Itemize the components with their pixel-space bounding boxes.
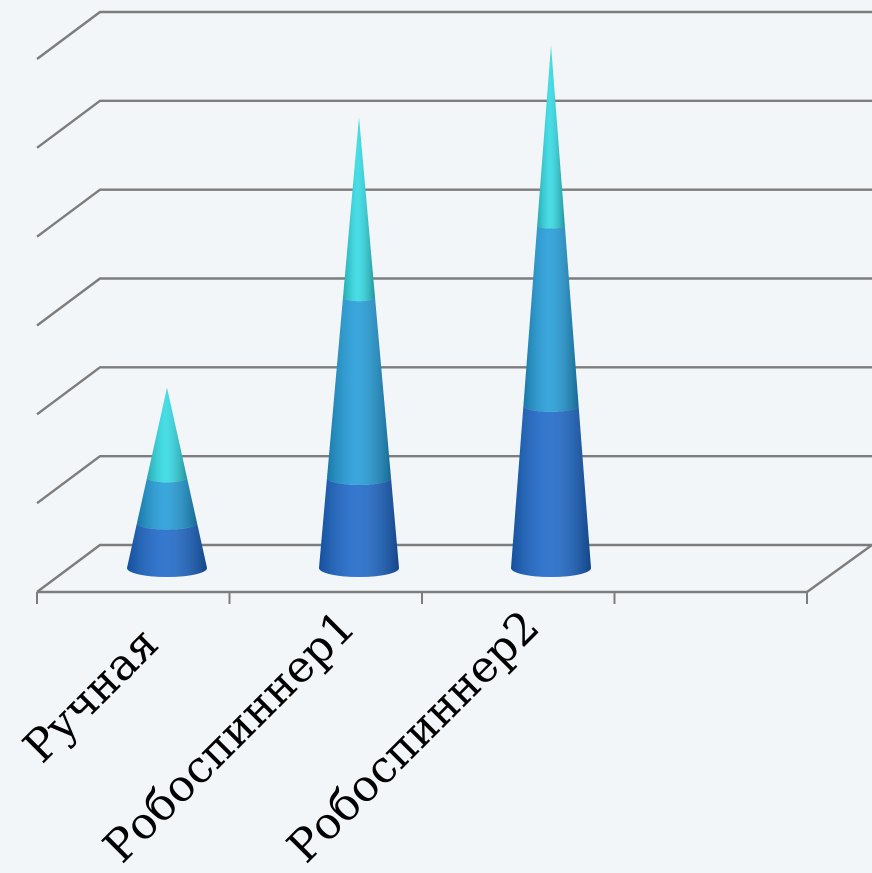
cone-2-segment-0-shade [511,405,591,577]
gridline-1 [36,454,872,505]
category-label-0: Ручная [14,618,169,773]
cone-0-segment-1-shade [137,477,197,530]
gridline-3 [36,277,872,327]
grid-layer [36,10,872,604]
cone-1-segment-2-shade [343,117,375,302]
cone-1 [319,117,399,577]
cone-2-segment-2-shade [537,45,565,229]
cone-0 [127,387,207,577]
gridline-0 [36,543,872,593]
cone-1-segment-0-shade [319,477,399,577]
category-labels: Ручная Робоспиннер1 Робоспиннер2 [14,601,550,873]
gridline-4 [36,188,872,238]
cone-1-segment-1-shade [327,297,391,486]
cone-2 [511,45,591,577]
gridline-6 [36,10,872,60]
floor-right-edge [806,544,872,593]
cone-2-segment-1-shade [523,225,579,412]
cone-0-segment-0-shade [127,522,207,577]
cone-0-segment-2-shade [147,387,187,483]
cone-layer [127,45,591,577]
gridline-2 [36,366,872,416]
gridline-5 [36,99,872,149]
